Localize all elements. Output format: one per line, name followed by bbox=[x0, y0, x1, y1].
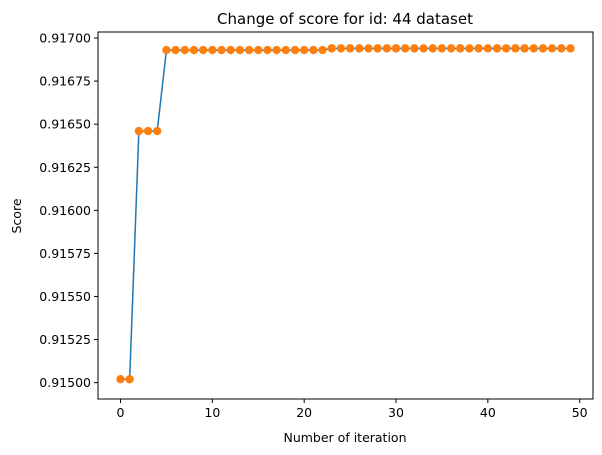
data-point bbox=[281, 45, 291, 55]
y-tick-label: 0.91700 bbox=[39, 31, 91, 46]
y-axis: 0.91500 0.91525 0.91550 0.91575 0.91600 0.916… bbox=[39, 31, 98, 390]
data-point bbox=[410, 44, 419, 53]
data-point bbox=[143, 126, 153, 136]
x-axis: 0 10 20 30 40 50 bbox=[117, 399, 588, 420]
data-point bbox=[419, 44, 428, 53]
data-point bbox=[446, 44, 456, 53]
data-point bbox=[502, 44, 511, 53]
data-point bbox=[364, 44, 373, 53]
data-point bbox=[391, 44, 401, 53]
data-point bbox=[162, 45, 171, 55]
data-point bbox=[244, 45, 254, 55]
y-tick-label: 0.91500 bbox=[39, 375, 91, 390]
data-point bbox=[520, 44, 529, 53]
x-axis-label: Number of iteration bbox=[283, 430, 406, 445]
y-tick-label: 0.91625 bbox=[39, 160, 91, 175]
data-point bbox=[336, 44, 346, 53]
data-point bbox=[254, 45, 263, 55]
data-point bbox=[456, 44, 465, 53]
data-point bbox=[226, 45, 235, 55]
data-point bbox=[134, 126, 144, 136]
data-point bbox=[299, 45, 309, 55]
x-tick-label: 40 bbox=[480, 405, 496, 420]
data-point bbox=[400, 44, 410, 53]
data-point bbox=[428, 44, 437, 53]
data-point bbox=[511, 44, 520, 53]
data-point bbox=[217, 45, 226, 55]
x-tick-label: 10 bbox=[204, 405, 220, 420]
data-point bbox=[198, 45, 208, 55]
data-point bbox=[566, 44, 575, 53]
y-tick-label: 0.91525 bbox=[39, 332, 91, 347]
data-point bbox=[327, 44, 336, 53]
data-point bbox=[483, 44, 493, 53]
data-point bbox=[290, 45, 300, 55]
data-point bbox=[272, 45, 281, 55]
data-point bbox=[465, 44, 474, 53]
data-point bbox=[529, 44, 538, 53]
y-axis-label: Score bbox=[9, 198, 24, 233]
data-point bbox=[538, 44, 548, 53]
x-tick-label: 0 bbox=[117, 405, 125, 420]
data-point bbox=[474, 44, 483, 53]
series-score bbox=[116, 44, 575, 384]
data-point bbox=[318, 45, 327, 55]
data-point bbox=[189, 45, 199, 55]
chart-title: Change of score for id: 44 dataset bbox=[217, 10, 473, 28]
data-point bbox=[153, 126, 162, 136]
data-point bbox=[125, 374, 134, 384]
data-point bbox=[355, 44, 364, 53]
data-point bbox=[208, 45, 217, 55]
data-point bbox=[557, 44, 566, 53]
data-point bbox=[345, 44, 355, 53]
data-point bbox=[116, 374, 125, 384]
plot-frame bbox=[97, 31, 594, 400]
data-point bbox=[382, 44, 392, 53]
data-point bbox=[547, 44, 557, 53]
data-point bbox=[492, 44, 502, 53]
series-line bbox=[120, 47, 571, 380]
x-tick-label: 30 bbox=[388, 405, 404, 420]
data-point bbox=[309, 45, 318, 55]
x-tick-label: 20 bbox=[296, 405, 312, 420]
x-tick-label: 50 bbox=[572, 405, 588, 420]
data-point bbox=[171, 45, 180, 55]
data-point bbox=[437, 44, 447, 53]
y-tick-label: 0.91675 bbox=[39, 74, 91, 89]
y-tick-label: 0.91550 bbox=[39, 289, 91, 304]
data-point bbox=[263, 45, 272, 55]
y-tick-label: 0.91650 bbox=[39, 117, 91, 132]
data-point bbox=[180, 45, 189, 55]
y-tick-label: 0.91600 bbox=[39, 203, 91, 218]
y-tick-label: 0.91575 bbox=[39, 246, 91, 261]
data-point bbox=[373, 44, 382, 53]
data-point bbox=[235, 45, 245, 55]
